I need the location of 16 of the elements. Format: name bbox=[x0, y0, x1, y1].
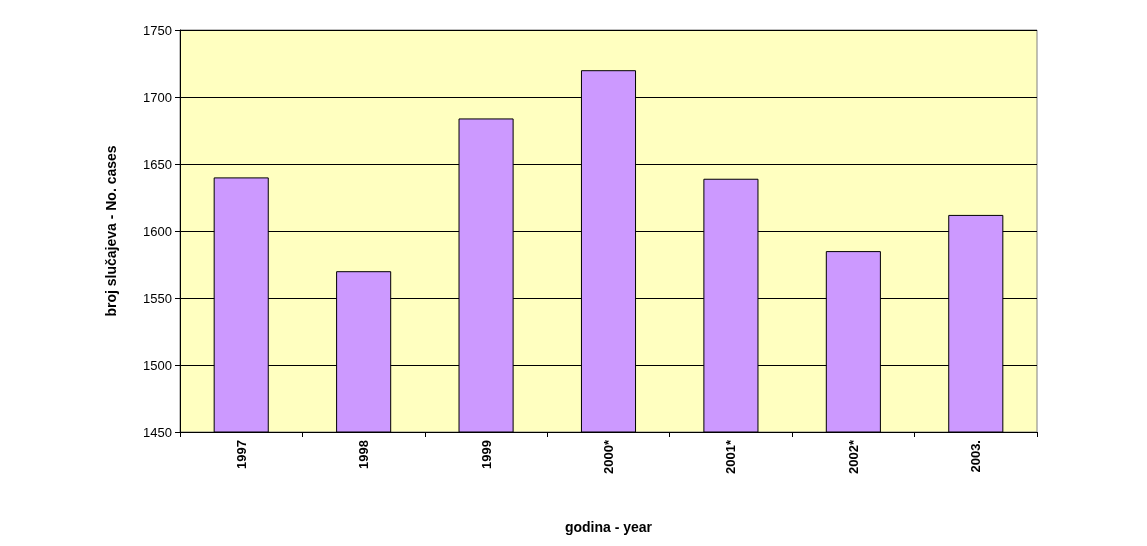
y-tick-label: 1550 bbox=[143, 290, 172, 306]
y-tick-label: 1700 bbox=[143, 89, 172, 105]
x-tick-label: 1999 bbox=[478, 440, 494, 469]
y-tick-label: 1600 bbox=[143, 223, 172, 239]
x-axis-title: godina - year bbox=[564, 519, 653, 535]
x-tick-label: 2003. bbox=[968, 440, 984, 473]
x-tick-label: 1998 bbox=[356, 440, 372, 469]
y-tick-label: 1750 bbox=[143, 22, 172, 38]
y-tick-label: 1650 bbox=[143, 156, 172, 172]
x-tick-label: 2001* bbox=[723, 439, 739, 474]
x-tick-label: 2000* bbox=[601, 439, 616, 474]
x-tick-label: 1997 bbox=[233, 440, 249, 469]
y-tick-label: 1450 bbox=[143, 424, 172, 440]
y-axis-title: broj slučajeva - No. cases bbox=[103, 145, 119, 317]
y-tick-label: 1500 bbox=[143, 357, 172, 373]
x-tick-label: 2002* bbox=[845, 439, 861, 474]
